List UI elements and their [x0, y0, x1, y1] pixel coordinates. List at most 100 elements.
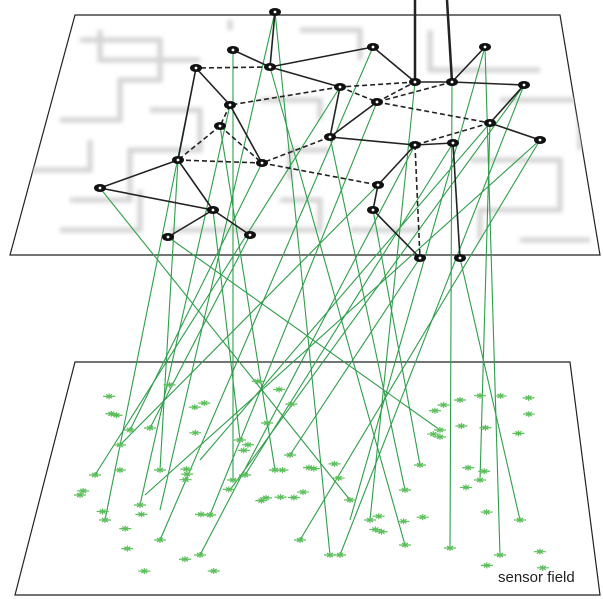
- sensor: [105, 410, 118, 417]
- sensor: [227, 477, 239, 483]
- node-core: [176, 158, 180, 162]
- sensor: [455, 422, 468, 429]
- sensor: [113, 467, 126, 474]
- node-core: [375, 100, 379, 104]
- sensor: [437, 402, 450, 409]
- sensor: [369, 526, 382, 533]
- edge-dashed: [229, 86, 341, 106]
- sensor: [332, 475, 345, 482]
- edge-dashed: [376, 81, 453, 103]
- edge-dashed: [339, 86, 378, 103]
- sensor: [89, 472, 101, 478]
- sensor: [364, 517, 376, 523]
- sensor: [163, 381, 176, 388]
- edge: [195, 67, 231, 106]
- connection: [349, 46, 486, 521]
- sensor: [260, 494, 273, 501]
- edge: [377, 144, 416, 186]
- sensor: [474, 477, 486, 483]
- sensor: [294, 537, 306, 543]
- sensor: [134, 502, 146, 508]
- node-core: [376, 183, 380, 187]
- sensor: [414, 462, 426, 468]
- edge-dashed: [339, 81, 416, 88]
- node-core: [211, 208, 215, 212]
- sensor: [399, 487, 411, 493]
- edge: [451, 81, 525, 86]
- sensor: [124, 427, 136, 433]
- node-core: [488, 121, 492, 125]
- sensor: [178, 556, 191, 563]
- sensor: [96, 508, 109, 515]
- node-core: [268, 65, 272, 69]
- connection: [274, 11, 331, 556]
- sensor: [522, 411, 535, 418]
- sensor: [179, 476, 192, 483]
- sensor: [119, 525, 132, 532]
- node-core: [248, 233, 252, 237]
- connection: [199, 144, 416, 556]
- edge: [489, 84, 525, 124]
- connections: [94, 11, 541, 556]
- edge-dashed: [177, 125, 221, 161]
- sensors: [74, 378, 549, 575]
- sensor: [494, 392, 507, 399]
- sensor: [222, 486, 235, 493]
- edge-dashed: [261, 162, 379, 186]
- edge: [269, 11, 276, 68]
- connection: [289, 257, 421, 456]
- edge-dashed: [414, 122, 491, 146]
- network-edges: [99, 0, 541, 259]
- connection: [372, 209, 421, 466]
- connection: [159, 159, 179, 471]
- edge-dashed: [177, 159, 263, 164]
- connection: [299, 139, 541, 541]
- edge-dashed: [376, 81, 416, 103]
- sensor: [74, 492, 86, 498]
- sensor: [454, 397, 466, 403]
- network-nodes: [94, 8, 546, 262]
- edge: [229, 104, 263, 164]
- sensor: [103, 393, 116, 400]
- connection: [199, 122, 491, 461]
- node-core: [483, 45, 487, 49]
- connection: [119, 184, 379, 446]
- edge: [232, 49, 271, 68]
- sensor: [480, 509, 493, 516]
- edge: [269, 66, 341, 88]
- node-core: [450, 80, 454, 84]
- connection: [269, 66, 406, 546]
- sensor: [77, 487, 90, 494]
- edge: [489, 122, 541, 141]
- connection: [167, 236, 441, 431]
- sensor: [135, 511, 148, 518]
- node-core: [166, 235, 170, 239]
- edge: [372, 184, 379, 211]
- edge: [372, 209, 421, 259]
- sensor: [287, 494, 300, 501]
- connection: [484, 46, 501, 556]
- connection: [139, 104, 231, 506]
- connection: [99, 187, 351, 501]
- sensor: [478, 468, 491, 475]
- sensor: [479, 424, 492, 431]
- node-core: [413, 143, 417, 147]
- edge: [99, 187, 214, 211]
- connection: [159, 11, 276, 511]
- sensor: [307, 465, 320, 472]
- node-core: [338, 85, 342, 89]
- sensor: [480, 562, 493, 569]
- sensor: [121, 545, 134, 552]
- sensor: [344, 497, 356, 503]
- node-core: [98, 186, 102, 190]
- sensor: [251, 378, 264, 385]
- node-core: [418, 256, 422, 260]
- edge: [212, 209, 251, 236]
- sensor: [444, 545, 456, 551]
- edge-dashed: [414, 144, 421, 259]
- edge: [329, 101, 378, 138]
- connection: [129, 162, 263, 431]
- sensor: [99, 517, 111, 523]
- connection: [219, 125, 276, 471]
